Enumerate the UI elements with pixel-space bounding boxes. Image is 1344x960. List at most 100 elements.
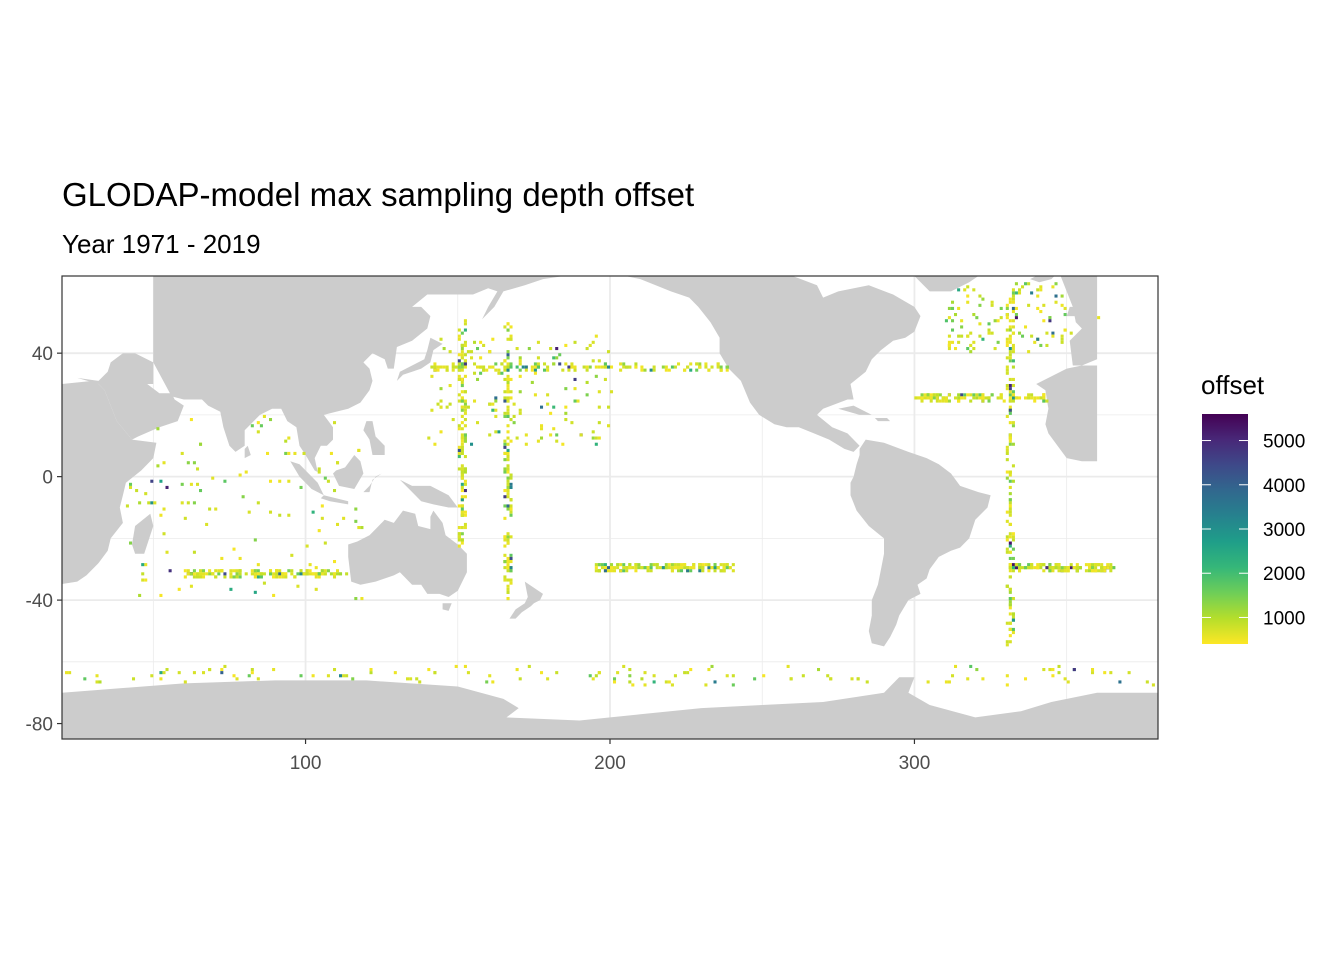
offset-cell <box>494 414 498 418</box>
offset-cell <box>302 572 306 576</box>
offset-cell <box>460 353 464 357</box>
offset-cell <box>506 448 510 452</box>
offset-cell <box>935 393 939 397</box>
offset-cell <box>476 421 480 425</box>
offset-cell <box>594 442 598 446</box>
offset-cell <box>208 668 212 672</box>
offset-cell <box>296 572 300 576</box>
offset-cell <box>1039 310 1043 314</box>
offset-cell <box>460 541 464 545</box>
offset-cell <box>506 535 510 539</box>
offset-cell <box>585 380 589 384</box>
offset-cell <box>460 442 464 446</box>
offset-cell <box>603 362 607 366</box>
offset-cell <box>649 563 653 567</box>
offset-cell <box>689 668 693 672</box>
offset-cell <box>975 668 979 672</box>
offset-cell <box>65 671 69 675</box>
offset-cell <box>351 677 355 681</box>
offset-cell <box>628 566 632 570</box>
offset-cell <box>199 575 203 579</box>
offset-cell <box>199 489 203 493</box>
chart-subtitle: Year 1971 - 2019 <box>62 229 261 259</box>
offset-cell <box>326 674 330 678</box>
offset-cell <box>284 439 288 443</box>
offset-cell <box>460 489 464 493</box>
offset-cell <box>135 489 139 493</box>
offset-cell <box>704 362 708 366</box>
offset-cell <box>1051 334 1055 338</box>
offset-cell <box>981 337 985 341</box>
offset-cell <box>591 677 595 681</box>
offset-cell <box>1008 566 1012 570</box>
offset-cell <box>725 365 729 369</box>
offset-cell <box>664 368 668 372</box>
offset-cell <box>192 550 196 554</box>
offset-cell <box>664 680 668 684</box>
offset-cell <box>616 566 620 570</box>
offset-cell <box>253 590 257 594</box>
offset-cell <box>978 303 982 307</box>
offset-cell <box>485 680 489 684</box>
offset-cell <box>144 492 148 496</box>
offset-cell <box>269 510 273 514</box>
offset-cell <box>129 485 133 489</box>
offset-cell <box>719 368 723 372</box>
offset-cell <box>153 501 157 505</box>
offset-cell <box>445 365 449 369</box>
offset-cell <box>975 393 979 397</box>
offset-cell <box>670 566 674 570</box>
offset-cell <box>1011 294 1015 298</box>
offset-cell <box>463 353 467 357</box>
offset-cell <box>238 473 242 477</box>
offset-cell <box>311 674 315 678</box>
offset-cell <box>1011 569 1015 573</box>
offset-cell <box>1027 282 1031 286</box>
offset-cell <box>506 399 510 403</box>
offset-cell <box>1118 680 1122 684</box>
offset-cell <box>232 547 236 551</box>
offset-cell <box>923 396 927 400</box>
offset-cell <box>680 569 684 573</box>
offset-cell <box>506 541 510 545</box>
offset-cell <box>311 510 315 514</box>
offset-cell <box>1011 597 1015 601</box>
offset-cell <box>1084 569 1088 573</box>
offset-cell <box>506 569 510 573</box>
offset-cell <box>673 566 677 570</box>
offset-cell <box>603 566 607 570</box>
offset-cell <box>929 396 933 400</box>
offset-cell <box>256 563 260 567</box>
legend-title: offset <box>1201 370 1265 400</box>
offset-cell <box>506 476 510 480</box>
offset-cell <box>616 563 620 567</box>
offset-cell <box>1042 303 1046 307</box>
offset-cell <box>290 572 294 576</box>
offset-cell <box>320 504 324 508</box>
offset-cell <box>1008 334 1012 338</box>
offset-cell <box>503 535 507 539</box>
offset-cell <box>1008 356 1012 360</box>
offset-cell <box>643 566 647 570</box>
offset-cell <box>141 563 145 567</box>
offset-cell <box>463 362 467 366</box>
offset-cell <box>1011 535 1015 539</box>
offset-cell <box>463 408 467 412</box>
offset-cell <box>345 572 349 576</box>
offset-cell <box>488 674 492 678</box>
offset-cell <box>223 664 227 668</box>
offset-cell <box>235 572 239 576</box>
offset-cell <box>272 593 276 597</box>
offset-cell <box>479 340 483 344</box>
offset-cell <box>506 489 510 493</box>
offset-cell <box>144 563 148 567</box>
offset-cell <box>1008 421 1012 425</box>
offset-cell <box>1014 313 1018 317</box>
offset-cell <box>457 451 461 455</box>
offset-cell <box>302 451 306 455</box>
offset-cell <box>159 513 163 517</box>
offset-cell <box>1008 473 1012 477</box>
offset-cell <box>460 362 464 366</box>
offset-cell <box>506 507 510 511</box>
offset-cell <box>232 674 236 678</box>
